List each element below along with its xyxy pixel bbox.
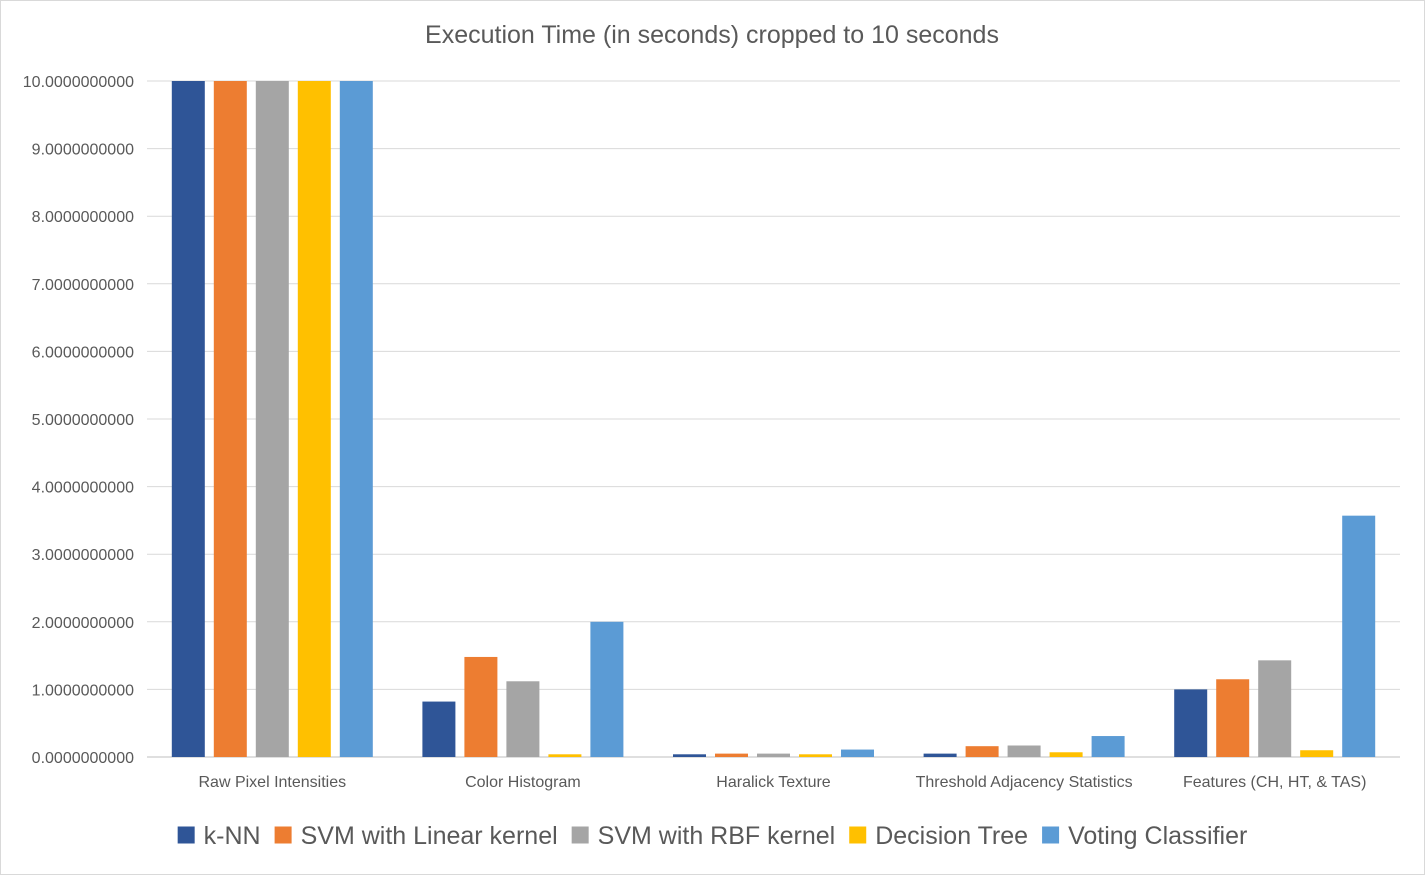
gridlines — [147, 80, 1400, 758]
bar-voting-classifier-2 — [590, 621, 624, 757]
bar-svm-with-linear-kernel-3 — [715, 753, 748, 757]
bar-voting-classifier-4 — [1091, 736, 1125, 757]
legend-label: SVM with Linear kernel — [301, 822, 558, 850]
y-tick-label: 9.0000000000 — [32, 142, 134, 159]
legend-item: Decision Tree — [849, 822, 1028, 850]
bars — [171, 81, 1376, 757]
legend-swatch — [849, 826, 867, 844]
bar-k-nn-4 — [923, 753, 957, 757]
bar-svm-with-linear-kernel-1 — [213, 81, 247, 757]
legend: k-NN SVM with Linear kernel SVM with RBF k… — [177, 822, 1247, 850]
y-tick-label: 2.0000000000 — [32, 615, 134, 632]
bar-voting-classifier-5 — [1342, 515, 1376, 757]
bar-voting-classifier-3 — [841, 749, 874, 757]
bar-decision-tree-4 — [1049, 752, 1083, 757]
y-tick-label: 1.0000000000 — [32, 682, 134, 699]
x-category-label: Color Histogram — [465, 774, 581, 791]
bar-svm-with-rbf-kernel-2 — [506, 681, 540, 757]
bar-svm-with-linear-kernel-5 — [1216, 679, 1250, 757]
y-tick-label: 10.0000000000 — [23, 74, 134, 91]
legend-swatch — [571, 826, 589, 844]
legend-swatch — [1042, 826, 1060, 844]
x-category-label: Threshold Adjacency Statistics — [916, 774, 1133, 791]
x-category-label: Features (CH, HT, & TAS) — [1183, 774, 1366, 791]
y-tick-label: 3.0000000000 — [32, 547, 134, 564]
legend-item: Voting Classifier — [1042, 822, 1247, 850]
bar-k-nn-3 — [673, 754, 706, 757]
bar-svm-with-linear-kernel-2 — [464, 656, 498, 757]
bar-decision-tree-2 — [548, 754, 582, 757]
legend-swatch — [274, 826, 292, 844]
bar-k-nn-5 — [1174, 689, 1208, 757]
bar-k-nn-1 — [171, 81, 205, 757]
x-category-label: Raw Pixel Intensities — [198, 774, 346, 791]
y-tick-label: 0.0000000000 — [32, 750, 134, 767]
y-tick-label: 8.0000000000 — [32, 209, 134, 226]
bar-voting-classifier-1 — [339, 81, 373, 757]
y-tick-label: 4.0000000000 — [32, 480, 134, 497]
bar-decision-tree-1 — [297, 81, 331, 757]
legend-item: SVM with RBF kernel — [571, 822, 836, 850]
bar-decision-tree-5 — [1300, 750, 1334, 757]
y-tick-label: 5.0000000000 — [32, 412, 134, 429]
y-tick-label: 7.0000000000 — [32, 277, 134, 294]
legend-swatch — [177, 826, 195, 844]
bar-svm-with-rbf-kernel-5 — [1258, 660, 1292, 757]
bar-svm-with-rbf-kernel-1 — [255, 81, 289, 757]
bar-svm-with-rbf-kernel-4 — [1007, 745, 1041, 757]
x-axis-categories: Raw Pixel Intensities Color Histogram Hara… — [198, 774, 1366, 791]
y-axis-ticks: 0.0000000000 1.0000000000 2.0000000000 3.00… — [23, 74, 134, 767]
x-category-label: Haralick Texture — [716, 774, 831, 791]
legend-label: Decision Tree — [875, 822, 1028, 850]
y-tick-label: 6.0000000000 — [32, 344, 134, 361]
legend-item: k-NN — [177, 822, 261, 850]
bar-decision-tree-3 — [799, 754, 832, 757]
chart-title: Execution Time (in seconds) cropped to 1… — [425, 21, 999, 49]
bar-svm-with-linear-kernel-4 — [965, 746, 999, 757]
legend-item: SVM with Linear kernel — [274, 822, 558, 850]
bar-k-nn-2 — [422, 701, 456, 757]
bar-svm-with-rbf-kernel-3 — [757, 753, 790, 757]
legend-label: k-NN — [204, 822, 261, 850]
legend-label: Voting Classifier — [1068, 822, 1247, 850]
legend-label: SVM with RBF kernel — [598, 822, 836, 850]
